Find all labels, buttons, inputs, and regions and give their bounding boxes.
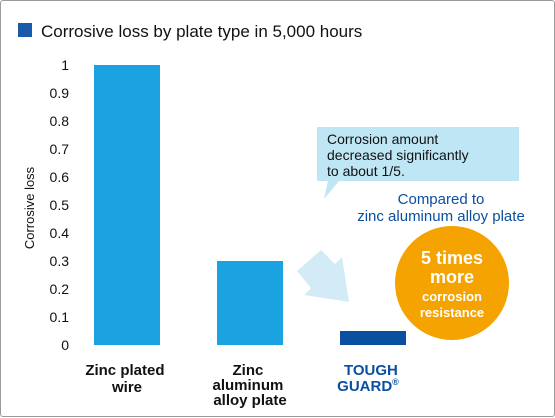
resistance-badge: 5 times more corrosion resistance (395, 226, 509, 340)
pointer-arrow (297, 250, 349, 302)
badge-line-2: more (430, 267, 474, 287)
y-axis-ticks: 0 0.1 0.2 0.3 0.4 0.5 0.6 0.7 0.8 0.9 1 (50, 57, 70, 353)
y-tick-label: 0.9 (50, 85, 70, 101)
callout-line-2: decreased significantly (327, 147, 469, 163)
bar (340, 331, 406, 345)
bar (94, 65, 160, 345)
y-tick-label: 0.2 (50, 281, 70, 297)
bars (94, 65, 406, 345)
y-tick-label: 0.6 (50, 169, 70, 185)
compare-line-1: Compared to (398, 191, 485, 208)
callout: Corrosion amount decreased significantly… (317, 127, 519, 199)
y-tick-label: 0.4 (50, 225, 70, 241)
y-tick-label: 0 (61, 337, 69, 353)
y-tick-label: 1 (61, 57, 69, 73)
category-label-zinc-aluminum-alloy: Zinc aluminum alloy plate (212, 362, 287, 409)
y-tick-label: 0.8 (50, 113, 70, 129)
badge-line-4: resistance (420, 305, 484, 320)
callout-line-3: to about 1/5. (327, 163, 405, 179)
bar (217, 261, 283, 345)
badge-line-1: 5 times (421, 248, 483, 268)
category-label-tough-guard: TOUGH GUARD® (337, 362, 402, 395)
y-tick-label: 0.5 (50, 197, 70, 213)
title-marker (18, 23, 32, 37)
y-tick-label: 0.1 (50, 309, 70, 325)
badge-line-3: corrosion (422, 289, 482, 304)
y-tick-label: 0.3 (50, 253, 70, 269)
callout-bubble (317, 127, 519, 199)
y-axis-label: Corrosive loss (22, 166, 37, 249)
chart-title: Corrosive loss by plate type in 5,000 ho… (41, 22, 362, 41)
compare-line-2: zinc aluminum alloy plate (357, 208, 525, 225)
badge-circle (395, 226, 509, 340)
category-label-zinc-plated-wire: Zinc plated wire (85, 362, 168, 396)
callout-line-1: Corrosion amount (327, 131, 438, 147)
y-tick-label: 0.7 (50, 141, 70, 157)
